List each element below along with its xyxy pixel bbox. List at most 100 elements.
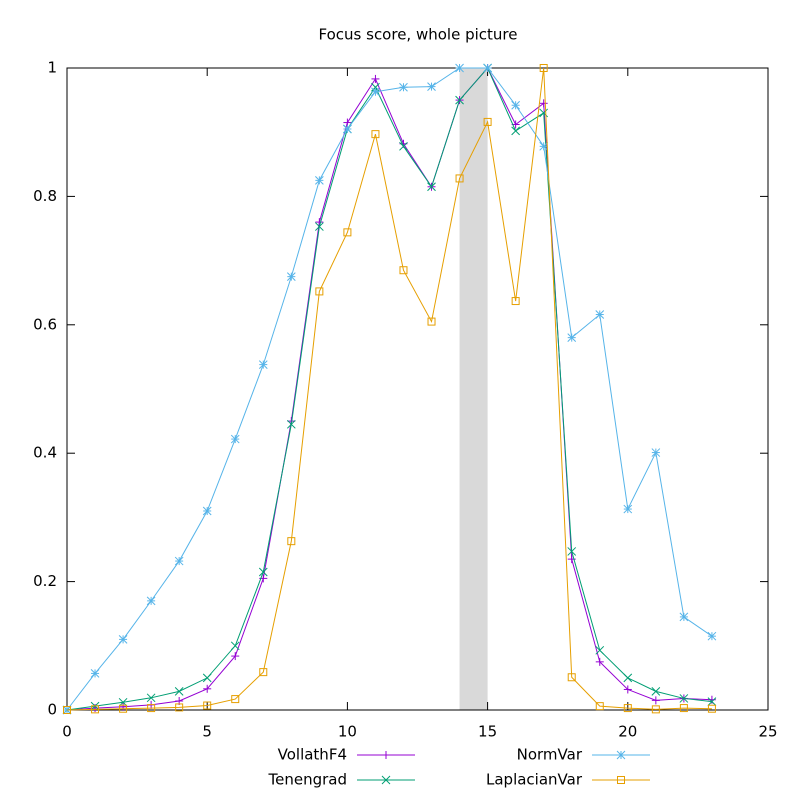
marker [511, 297, 520, 306]
marker [707, 695, 716, 704]
series-line [66, 67, 712, 711]
marker-stroke [483, 63, 492, 73]
marker [483, 117, 492, 126]
marker [707, 631, 717, 641]
marker [623, 504, 633, 514]
legend-label: VollathF4 [278, 746, 347, 764]
marker [567, 547, 577, 556]
marker-stroke [651, 448, 661, 457]
series-line [66, 67, 712, 711]
marker-stroke [286, 272, 296, 282]
marker [651, 696, 660, 705]
marker-stroke [371, 82, 380, 92]
marker [315, 218, 324, 227]
marker-stroke [399, 141, 408, 151]
marker [315, 222, 324, 231]
marker-stroke [259, 668, 268, 677]
marker-stroke [567, 333, 577, 342]
marker-stroke [539, 64, 548, 72]
marker [427, 317, 436, 326]
marker [707, 704, 716, 713]
marker-stroke [91, 705, 100, 714]
marker-stroke [315, 287, 324, 296]
marker-stroke [455, 174, 464, 183]
marker [617, 776, 625, 784]
marker [483, 63, 492, 73]
marker-stroke [258, 360, 268, 369]
marker [63, 706, 71, 714]
marker-stroke [315, 222, 324, 231]
marker [258, 360, 268, 369]
marker [623, 673, 633, 683]
x-tick-label: 15 [478, 723, 497, 741]
marker-stroke [511, 126, 520, 136]
marker-stroke [483, 117, 492, 126]
marker-stroke [511, 100, 520, 110]
marker [203, 701, 212, 710]
marker [147, 704, 156, 713]
marker [286, 419, 296, 429]
x-tick-label: 5 [202, 723, 212, 741]
marker-stroke [511, 297, 520, 306]
marker [455, 174, 464, 183]
series-line [66, 67, 713, 711]
marker [381, 775, 391, 785]
marker [259, 668, 268, 677]
marker-stroke [90, 669, 100, 678]
marker [91, 705, 100, 714]
marker-stroke [203, 701, 212, 710]
marker-stroke [623, 704, 632, 713]
marker [203, 684, 212, 693]
marker [427, 182, 436, 192]
y-tick-label: 1 [47, 59, 57, 77]
marker [455, 63, 464, 73]
marker-stroke [174, 687, 184, 696]
marker-stroke [118, 635, 128, 644]
marker [511, 126, 520, 136]
marker-stroke [286, 419, 296, 429]
marker-stroke [147, 704, 156, 713]
marker [539, 64, 548, 72]
marker [343, 228, 352, 237]
marker [707, 697, 717, 707]
marker [202, 506, 212, 516]
marker [679, 694, 689, 703]
marker [230, 434, 240, 444]
marker [679, 612, 689, 622]
marker-stroke [315, 175, 324, 185]
y-tick-label: 0.4 [33, 444, 57, 462]
marker-stroke [707, 631, 717, 641]
legend-label: Tenengrad [268, 771, 348, 789]
marker [174, 687, 184, 696]
marker [679, 704, 688, 713]
marker-stroke [595, 702, 604, 711]
marker-stroke [175, 703, 184, 712]
marker [174, 556, 184, 566]
marker [230, 641, 240, 651]
marker-stroke [230, 434, 240, 444]
marker [371, 130, 380, 139]
marker-stroke [119, 704, 128, 713]
marker-stroke [371, 87, 380, 97]
marker [623, 685, 632, 694]
marker-stroke [539, 141, 549, 151]
marker [315, 175, 324, 185]
marker [539, 141, 549, 151]
plot-frame [66, 67, 769, 711]
marker-stroke [427, 182, 436, 192]
marker-stroke [679, 694, 689, 703]
marker [623, 704, 632, 713]
y-tick-label: 0.6 [33, 315, 57, 333]
marker [595, 702, 604, 711]
marker-stroke [343, 228, 352, 237]
y-tick-label: 0.8 [33, 187, 57, 205]
marker-stroke [455, 63, 464, 73]
marker-stroke [595, 645, 605, 655]
marker-stroke [381, 775, 391, 785]
marker [382, 751, 390, 759]
marker-stroke [399, 266, 408, 275]
marker-stroke [623, 504, 633, 514]
marker [616, 750, 626, 760]
